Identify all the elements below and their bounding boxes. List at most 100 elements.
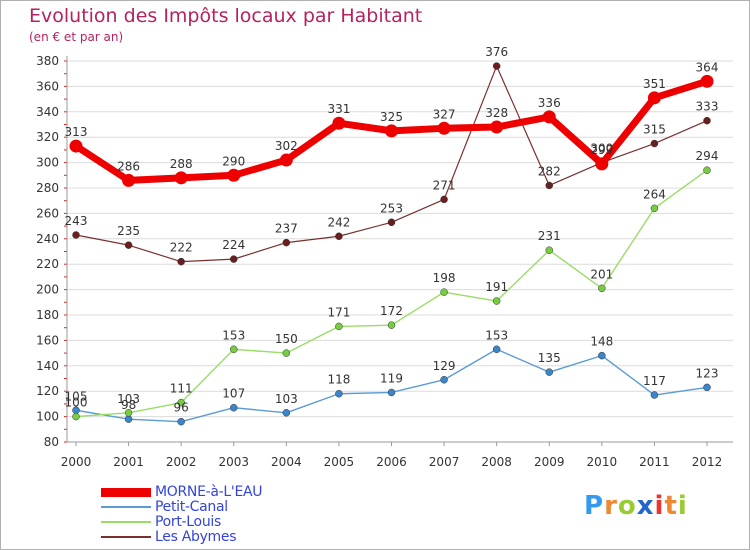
data-label: 282 xyxy=(538,164,561,178)
data-label: 237 xyxy=(275,222,298,236)
data-point xyxy=(387,388,396,397)
data-point xyxy=(545,368,553,376)
data-label: 153 xyxy=(222,328,245,342)
data-point xyxy=(279,153,293,167)
data-label: 253 xyxy=(380,201,403,215)
data-label: 325 xyxy=(380,110,403,124)
data-point xyxy=(227,168,241,182)
y-tick-label: 300 xyxy=(36,156,59,170)
chart-title: Evolution des Impôts locaux par Habitant xyxy=(29,5,423,27)
data-point xyxy=(124,409,133,417)
data-point xyxy=(387,218,396,227)
data-label: 150 xyxy=(275,332,298,346)
y-tick-label: 180 xyxy=(36,308,59,322)
data-label: 231 xyxy=(538,229,561,243)
data-point xyxy=(282,409,291,417)
data-label: 242 xyxy=(327,215,350,229)
data-point xyxy=(647,91,661,105)
data-point xyxy=(230,255,238,263)
x-tick-label: 2001 xyxy=(113,455,144,469)
data-point xyxy=(650,139,659,148)
data-label: 224 xyxy=(222,238,245,252)
data-point xyxy=(440,195,448,204)
data-point xyxy=(230,345,238,354)
data-label: 351 xyxy=(643,77,666,91)
data-point xyxy=(72,231,80,239)
data-point xyxy=(440,376,448,384)
x-tick-label: 2003 xyxy=(218,455,249,469)
y-tick-label: 360 xyxy=(36,79,59,93)
logo-letter: t xyxy=(664,491,678,521)
x-tick-label: 2002 xyxy=(166,455,197,469)
data-point xyxy=(700,74,714,88)
y-tick-label: 160 xyxy=(36,333,59,347)
data-label: 98 xyxy=(121,398,136,412)
x-tick-label: 2004 xyxy=(271,455,302,469)
y-tick-label: 120 xyxy=(36,384,59,398)
data-label: 123 xyxy=(696,366,719,380)
data-label: 328 xyxy=(485,106,508,120)
logo-letter: o xyxy=(617,491,637,521)
data-point xyxy=(492,297,501,305)
data-point xyxy=(174,171,188,185)
x-tick-label: 2010 xyxy=(587,455,618,469)
legend-label: Petit-Canal xyxy=(155,499,228,515)
legend-swatch xyxy=(101,536,151,538)
data-label: 299 xyxy=(590,143,613,157)
data-point xyxy=(124,241,133,249)
logo-letter: P xyxy=(584,491,605,521)
data-label: 222 xyxy=(170,241,193,255)
proxiti-logo: Proxiti xyxy=(584,491,688,521)
legend-label: Port-Louis xyxy=(155,514,221,530)
data-label: 172 xyxy=(380,304,403,318)
x-tick-label: 2009 xyxy=(534,455,565,469)
data-label: 286 xyxy=(117,159,140,173)
y-tick-label: 260 xyxy=(36,206,59,220)
data-label: 294 xyxy=(696,149,719,163)
data-point xyxy=(545,246,553,254)
data-point xyxy=(490,120,504,134)
x-tick-label: 2000 xyxy=(61,455,92,469)
data-point xyxy=(385,124,398,138)
data-point xyxy=(69,139,83,153)
y-tick-label: 280 xyxy=(36,181,59,195)
data-label: 313 xyxy=(65,125,88,139)
x-tick-label: 2007 xyxy=(429,455,460,469)
logo-letter: i xyxy=(677,491,688,521)
y-tick-label: 200 xyxy=(36,283,59,297)
logo-letter: r xyxy=(604,491,618,521)
legend-swatch xyxy=(101,521,151,523)
data-label: 119 xyxy=(380,371,403,385)
data-point xyxy=(72,412,80,421)
data-label: 271 xyxy=(433,178,456,192)
legend-swatch xyxy=(101,487,151,497)
data-point xyxy=(598,284,606,293)
y-tick-label: 320 xyxy=(36,130,59,144)
data-point xyxy=(122,173,136,187)
data-label: 129 xyxy=(433,359,456,373)
data-label: 171 xyxy=(327,305,350,319)
data-point xyxy=(124,415,133,423)
data-point xyxy=(332,116,346,130)
data-point xyxy=(542,110,556,124)
data-label: 191 xyxy=(485,280,508,294)
data-point xyxy=(177,257,185,266)
data-point xyxy=(335,322,343,331)
data-label: 288 xyxy=(170,157,193,171)
data-point xyxy=(703,166,711,174)
data-label: 333 xyxy=(696,100,719,114)
data-label: 331 xyxy=(327,102,350,116)
y-tick-label: 100 xyxy=(36,410,59,424)
data-point xyxy=(703,383,711,392)
data-label: 103 xyxy=(275,392,298,406)
y-tick-label: 240 xyxy=(36,232,59,246)
data-label: 336 xyxy=(538,96,561,110)
data-point xyxy=(282,349,291,357)
legend-label: MORNE-à-L'EAU xyxy=(155,484,263,500)
x-tick-label: 2006 xyxy=(376,455,407,469)
x-tick-label: 2005 xyxy=(324,455,355,469)
y-tick-label: 80 xyxy=(44,435,59,449)
data-label: 264 xyxy=(643,187,666,201)
